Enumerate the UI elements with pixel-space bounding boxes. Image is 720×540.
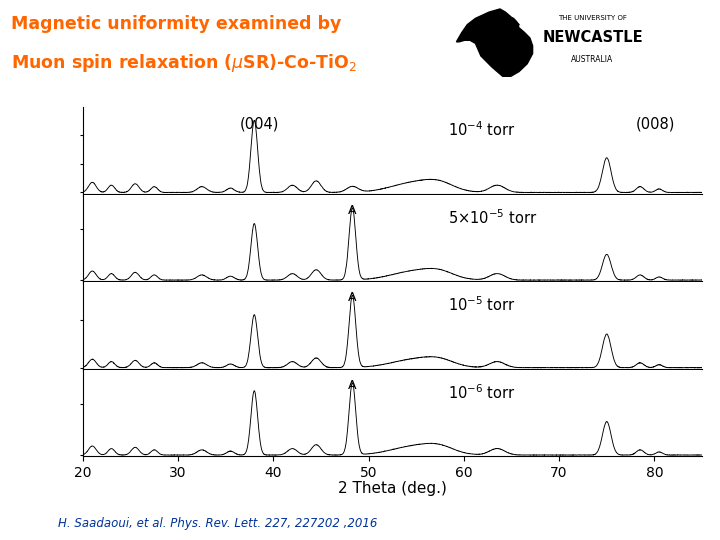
Text: H. Saadaoui, et al. Phys. Rev. Lett. 227, 227202 ,2016: H. Saadaoui, et al. Phys. Rev. Lett. 227… — [58, 517, 377, 530]
Text: NEWCASTLE: NEWCASTLE — [542, 30, 643, 45]
Text: A: A — [348, 204, 356, 217]
Text: AUSTRALIA: AUSTRALIA — [572, 55, 613, 64]
Text: THE UNIVERSITY OF: THE UNIVERSITY OF — [558, 15, 627, 22]
Text: $10^{-5}$ torr: $10^{-5}$ torr — [448, 295, 516, 314]
Text: 2 Theta (deg.): 2 Theta (deg.) — [338, 481, 447, 496]
Text: A: A — [348, 379, 356, 392]
Text: (004): (004) — [240, 116, 279, 131]
Text: (008): (008) — [636, 116, 675, 131]
Text: Magnetic uniformity examined by: Magnetic uniformity examined by — [11, 15, 341, 33]
Text: $5{\times}10^{-5}$ torr: $5{\times}10^{-5}$ torr — [448, 208, 537, 227]
Polygon shape — [456, 9, 533, 76]
Text: A: A — [348, 291, 356, 304]
Text: $10^{-6}$ torr: $10^{-6}$ torr — [448, 383, 516, 402]
Polygon shape — [492, 15, 519, 30]
Text: $10^{-4}$ torr: $10^{-4}$ torr — [448, 120, 516, 139]
Text: Muon spin relaxation ($\mu$SR)-Co-TiO$_2$: Muon spin relaxation ($\mu$SR)-Co-TiO$_2… — [11, 52, 356, 74]
